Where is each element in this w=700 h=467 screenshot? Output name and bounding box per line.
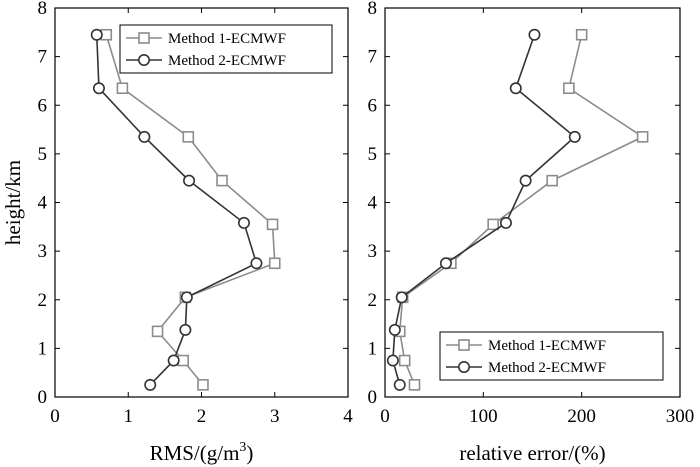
data-point [138, 130, 151, 143]
chart-panel-1: 0 1 2 3 4 5 6 7 8 0 1 2 3 4 RMS/(g/m3) height/km Method … [1, 0, 353, 465]
data-point [92, 82, 105, 95]
data-point [250, 257, 263, 270]
legend-label: Method 2-ECMWF [168, 53, 286, 69]
y-tick-label: 0 [368, 387, 378, 408]
chart-panel-2: 0 1 2 3 4 5 6 7 8 0 100 200 300 relative error/(%) Met… [368, 0, 695, 465]
data-point [180, 291, 193, 304]
legend-marker [457, 360, 470, 373]
x-tick-label: 0 [50, 406, 60, 427]
data-point [182, 131, 195, 143]
series-circle [90, 28, 263, 391]
data-point [568, 130, 581, 143]
x-tick-label: 100 [469, 406, 498, 427]
data-point [386, 354, 399, 367]
data-point [90, 28, 103, 41]
data-point [144, 378, 157, 391]
x-tick-label: 4 [343, 406, 353, 427]
data-point [268, 257, 281, 270]
data-point [393, 378, 406, 391]
x-axis-label: relative error/(%) [459, 441, 605, 465]
data-point [237, 216, 250, 229]
x-tick-label: 200 [567, 406, 596, 427]
y-tick-label: 0 [38, 387, 48, 408]
data-point [575, 28, 588, 41]
data-point [266, 218, 279, 231]
data-point [546, 174, 558, 187]
data-point [116, 82, 129, 95]
data-point [408, 379, 421, 391]
y-tick-label: 2 [38, 290, 48, 311]
data-point [509, 82, 522, 95]
data-point [519, 174, 532, 187]
data-point [179, 323, 192, 336]
data-point [388, 323, 401, 336]
data-point [216, 174, 228, 187]
legend-label: Method 1-ECMWF [168, 31, 286, 47]
data-point [636, 131, 649, 143]
legend-marker [138, 32, 150, 44]
y-tick-label: 5 [368, 144, 378, 165]
data-point [563, 82, 575, 95]
x-axis-label-superscript: 3 [239, 440, 246, 455]
y-tick-label: 7 [368, 47, 378, 68]
y-tick-label: 4 [368, 193, 378, 214]
y-tick-label: 7 [38, 47, 48, 68]
data-point [151, 325, 164, 338]
legend-box [119, 24, 333, 74]
y-tick-label: 3 [38, 241, 48, 262]
x-tick-label: 300 [666, 406, 695, 427]
y-tick-label: 1 [38, 338, 48, 359]
series-line [105, 34, 276, 386]
legend: Method 1-ECMWF Method 2-ECMWF [439, 331, 664, 381]
y-axis-label: height/km [1, 160, 25, 245]
y-tick-label: 5 [38, 144, 48, 165]
x-tick-label: 1 [124, 406, 134, 427]
data-point [183, 174, 196, 187]
legend-box [439, 331, 664, 381]
legend: Method 1-ECMWF Method 2-ECMWF [119, 24, 333, 74]
x-axis-label-tail: ) [246, 441, 253, 465]
y-tick-label: 1 [368, 338, 378, 359]
x-tick-label: 3 [270, 406, 280, 427]
y-tick-label: 6 [368, 95, 378, 116]
x-tick-label: 2 [197, 406, 207, 427]
legend-marker [458, 339, 470, 351]
series-line [95, 34, 258, 386]
series-square [100, 28, 281, 391]
data-point [398, 354, 411, 367]
legend-marker [138, 53, 151, 66]
y-tick-label: 3 [368, 241, 378, 262]
y-tick-label: 4 [38, 193, 48, 214]
data-point [487, 218, 499, 231]
series-circle [386, 28, 581, 391]
series-line [392, 34, 577, 386]
data-point [197, 379, 209, 391]
data-point [499, 216, 512, 229]
data-point [100, 28, 113, 41]
legend-label: Method 2-ECMWF [488, 360, 606, 376]
y-tick-label: 2 [368, 290, 378, 311]
legend-label: Method 1-ECMWF [488, 338, 606, 354]
x-tick-label: 0 [380, 406, 390, 427]
data-point [177, 354, 189, 367]
y-tick-label: 8 [38, 0, 48, 19]
series-line [398, 34, 645, 386]
data-point [395, 291, 408, 304]
y-tick-label: 8 [368, 0, 378, 19]
y-tick-label: 6 [38, 95, 48, 116]
data-point [528, 28, 541, 41]
data-point [439, 257, 452, 270]
data-point [167, 354, 180, 367]
x-axis-label: RMS/(g/m3) [150, 440, 254, 465]
